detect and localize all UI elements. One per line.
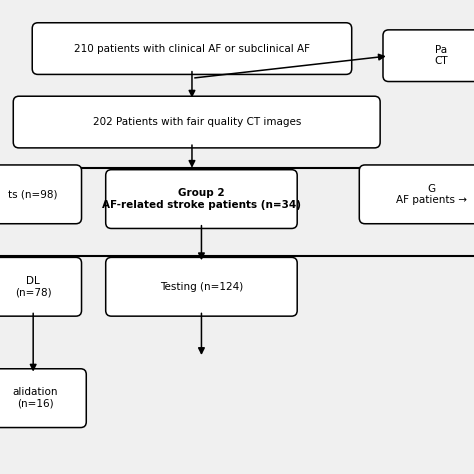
FancyBboxPatch shape — [0, 165, 82, 224]
FancyBboxPatch shape — [0, 257, 82, 316]
FancyBboxPatch shape — [359, 165, 474, 224]
FancyBboxPatch shape — [32, 23, 352, 74]
Text: G
AF patients →: G AF patients → — [396, 183, 467, 205]
Text: Pa
CT: Pa CT — [434, 45, 447, 66]
Text: Group 2
AF-related stroke patients (n=34): Group 2 AF-related stroke patients (n=34… — [102, 188, 301, 210]
FancyBboxPatch shape — [13, 96, 380, 148]
FancyBboxPatch shape — [106, 170, 297, 228]
Text: 202 Patients with fair quality CT images: 202 Patients with fair quality CT images — [92, 117, 301, 127]
Text: DL
(n=78): DL (n=78) — [15, 276, 52, 298]
Text: 210 patients with clinical AF or subclinical AF: 210 patients with clinical AF or subclin… — [74, 44, 310, 54]
Text: alidation
(n=16): alidation (n=16) — [13, 387, 58, 409]
Text: Testing (n=124): Testing (n=124) — [160, 282, 243, 292]
FancyBboxPatch shape — [106, 257, 297, 316]
FancyBboxPatch shape — [383, 30, 474, 82]
Text: ts (n=98): ts (n=98) — [9, 189, 58, 200]
FancyBboxPatch shape — [0, 369, 86, 428]
